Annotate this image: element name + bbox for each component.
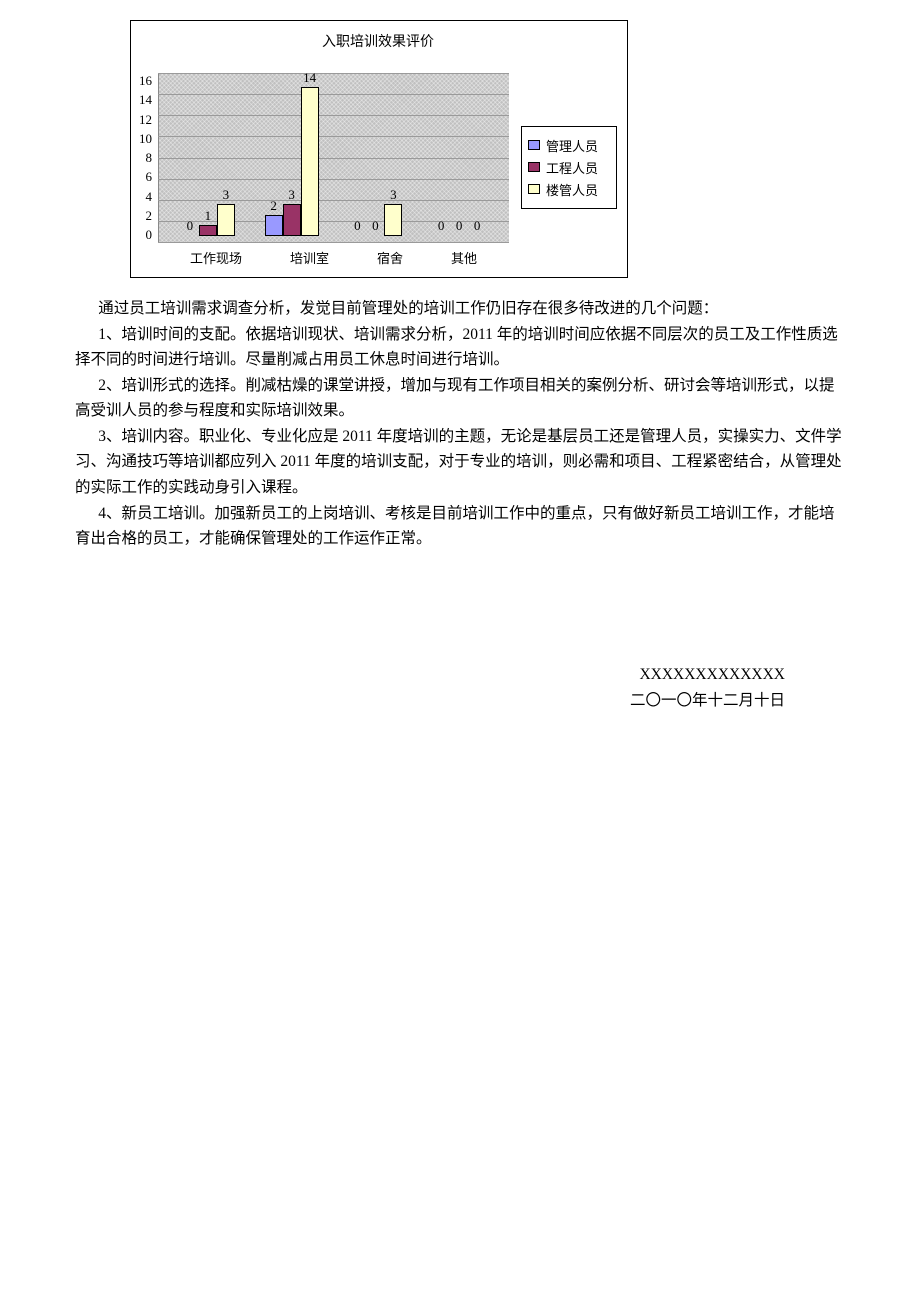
- bar-value-label: 2: [270, 198, 277, 214]
- paragraph-3: 3、培训内容。职业化、专业化应是 2011 年度培训的主题，无论是基层员工还是管…: [75, 424, 845, 501]
- legend-label: 管理人员: [546, 136, 598, 155]
- bar-value-label: 14: [303, 70, 316, 86]
- bar-value-label: 0: [372, 218, 379, 234]
- y-tick: 4: [146, 189, 153, 205]
- legend-label: 工程人员: [546, 158, 598, 177]
- signature-block: XXXXXXXXXXXXX 二〇一〇年十二月十日: [75, 662, 845, 715]
- bar: 1: [199, 225, 217, 236]
- bar-group: 2314: [265, 87, 319, 236]
- bar-value-label: 1: [205, 208, 212, 224]
- x-tick-label: 其他: [451, 248, 477, 267]
- legend-item: 工程人员: [528, 158, 610, 177]
- y-tick: 0: [146, 227, 153, 243]
- y-tick: 14: [139, 92, 152, 108]
- x-tick-label: 工作现场: [190, 248, 242, 267]
- x-axis-labels: 工作现场 培训室 宿舍 其他: [158, 242, 509, 267]
- chart-container: 入职培训效果评价 1614121086420 0132314003000 工作现…: [130, 20, 628, 278]
- paragraph-2: 2、培训形式的选择。削减枯燥的课堂讲授，增加与现有工作项目相关的案例分析、研讨会…: [75, 373, 845, 424]
- intro-paragraph: 通过员工培训需求调查分析，发觉目前管理处的培训工作仍旧存在很多待改进的几个问题：: [75, 296, 845, 322]
- legend-label: 楼管人员: [546, 180, 598, 199]
- y-tick: 2: [146, 208, 153, 224]
- y-tick: 8: [146, 150, 153, 166]
- paragraph-1: 1、培训时间的支配。依据培训现状、培训需求分析，2011 年的培训时间应依据不同…: [75, 322, 845, 373]
- bar-value-label: 0: [474, 218, 481, 234]
- paragraph-4: 4、新员工培训。加强新员工的上岗培训、考核是目前培训工作中的重点，只有做好新员工…: [75, 501, 845, 552]
- x-tick-label: 培训室: [290, 248, 329, 267]
- bar-group: 013: [181, 204, 235, 236]
- x-tick-label: 宿舍: [377, 248, 403, 267]
- chart-title: 入职培训效果评价: [139, 31, 617, 51]
- bar-value-label: 3: [223, 187, 230, 203]
- y-tick: 6: [146, 169, 153, 185]
- y-tick: 10: [139, 131, 152, 147]
- plot-area: 0132314003000: [158, 73, 509, 242]
- legend-item: 管理人员: [528, 136, 610, 155]
- bar-value-label: 0: [456, 218, 463, 234]
- legend-swatch: [528, 184, 540, 194]
- legend-swatch: [528, 162, 540, 172]
- bar-value-label: 0: [354, 218, 361, 234]
- bar-value-label: 3: [390, 187, 397, 203]
- bar: 3: [217, 204, 235, 236]
- y-axis: 16 14 12 10 8 6 4 2 0: [139, 73, 158, 243]
- y-tick: 16: [139, 73, 152, 89]
- bar-value-label: 0: [438, 218, 445, 234]
- signature-name: XXXXXXXXXXXXX: [75, 662, 785, 688]
- bar-value-label: 3: [288, 187, 295, 203]
- bars-groups: 0132314003000: [158, 66, 509, 236]
- chart-body: 1614121086420 0132314003000 工作现场培训室宿舍其他 …: [139, 67, 617, 267]
- legend-item: 楼管人员: [528, 180, 610, 199]
- bar: 3: [384, 204, 402, 236]
- bar-group: 003: [348, 204, 402, 236]
- body-text: 通过员工培训需求调查分析，发觉目前管理处的培训工作仍旧存在很多待改进的几个问题：…: [75, 296, 845, 552]
- signature-date: 二〇一〇年十二月十日: [75, 688, 785, 714]
- bar: 2: [265, 215, 283, 236]
- bar-value-label: 0: [187, 218, 194, 234]
- legend: 管理人员工程人员楼管人员: [521, 126, 617, 209]
- y-tick: 12: [139, 112, 152, 128]
- bar: 14: [301, 87, 319, 236]
- gridline: [158, 242, 509, 243]
- legend-swatch: [528, 140, 540, 150]
- bar: 3: [283, 204, 301, 236]
